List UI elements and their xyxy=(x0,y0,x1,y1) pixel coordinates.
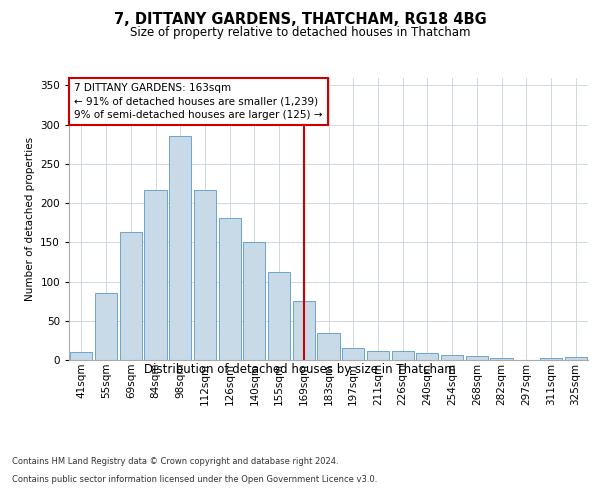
Bar xyxy=(416,353,439,360)
Text: 7, DITTANY GARDENS, THATCHAM, RG18 4BG: 7, DITTANY GARDENS, THATCHAM, RG18 4BG xyxy=(113,12,487,28)
Bar xyxy=(194,190,216,360)
Bar xyxy=(145,190,167,360)
Y-axis label: Number of detached properties: Number of detached properties xyxy=(25,136,35,301)
Bar xyxy=(243,242,265,360)
Bar xyxy=(169,136,191,360)
Text: Contains public sector information licensed under the Open Government Licence v3: Contains public sector information licen… xyxy=(12,475,377,484)
Text: Size of property relative to detached houses in Thatcham: Size of property relative to detached ho… xyxy=(130,26,470,39)
Bar xyxy=(95,294,117,360)
Bar xyxy=(70,352,92,360)
Bar xyxy=(218,218,241,360)
Bar xyxy=(119,232,142,360)
Bar xyxy=(293,301,315,360)
Text: Contains HM Land Registry data © Crown copyright and database right 2024.: Contains HM Land Registry data © Crown c… xyxy=(12,458,338,466)
Bar xyxy=(392,350,414,360)
Bar xyxy=(466,356,488,360)
Bar xyxy=(268,272,290,360)
Bar xyxy=(367,350,389,360)
Bar xyxy=(441,356,463,360)
Text: 7 DITTANY GARDENS: 163sqm
← 91% of detached houses are smaller (1,239)
9% of sem: 7 DITTANY GARDENS: 163sqm ← 91% of detac… xyxy=(74,83,323,120)
Bar xyxy=(490,358,512,360)
Bar xyxy=(317,332,340,360)
Bar xyxy=(565,357,587,360)
Bar xyxy=(540,358,562,360)
Text: Distribution of detached houses by size in Thatcham: Distribution of detached houses by size … xyxy=(144,362,456,376)
Bar xyxy=(342,348,364,360)
